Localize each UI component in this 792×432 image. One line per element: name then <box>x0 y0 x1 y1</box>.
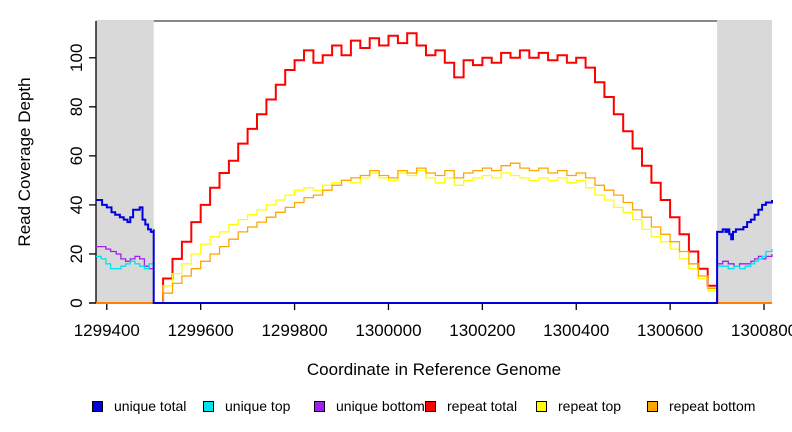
x-axis-title: Coordinate in Reference Genome <box>306 360 562 379</box>
legend-item-unique-total: unique total <box>92 398 203 414</box>
repeat-bottom-swatch <box>647 400 658 412</box>
x-tick-label: 1300000 <box>355 321 421 340</box>
legend-label: unique bottom <box>336 398 425 414</box>
series-line-repeat-total <box>96 32 772 304</box>
chart-canvas: 1299400 1299600 1299800 1300000 1300200 13004… <box>67 20 792 340</box>
x-tick-label: 1300400 <box>543 321 609 340</box>
legend-label: repeat top <box>558 398 622 414</box>
series-line-repeat-top <box>96 169 772 304</box>
repeat-total-swatch <box>425 400 436 412</box>
y-axis-title: Read Coverage Depth <box>15 77 34 247</box>
x-tick-label: 1299800 <box>261 321 327 340</box>
legend-item-repeat-total: repeat total <box>425 398 536 414</box>
repeat-top-swatch <box>536 400 547 412</box>
y-tick-label: 80 <box>67 97 86 116</box>
x-tick-label: 1300800 <box>731 321 792 340</box>
y-tick-label: 60 <box>67 146 86 165</box>
legend-label: repeat total <box>447 398 518 414</box>
x-tick-label: 1300600 <box>637 321 703 340</box>
legend-item-repeat-bottom: repeat bottom <box>647 398 758 414</box>
shaded-region-flank-right <box>717 20 772 303</box>
y-tick-label: 100 <box>67 44 86 72</box>
legend-label: unique top <box>225 398 291 414</box>
legend-label: unique total <box>114 398 187 414</box>
y-tick-label: 20 <box>67 244 86 263</box>
x-tick-label: 1300200 <box>449 321 515 340</box>
series-line-unique-total <box>96 199 773 304</box>
legend-item-unique-top: unique top <box>203 398 314 414</box>
unique-top-swatch <box>203 400 214 412</box>
unique-bottom-swatch <box>314 400 325 412</box>
x-tick-label: 1299600 <box>168 321 234 340</box>
x-tick-label: 1299400 <box>74 321 140 340</box>
legend-item-repeat-top: repeat top <box>536 398 647 414</box>
y-tick-label: 40 <box>67 195 86 214</box>
unique-total-swatch <box>92 400 103 412</box>
series-line-unique-bottom <box>96 245 773 304</box>
legend-label: repeat bottom <box>669 398 756 414</box>
y-tick-label: 0 <box>67 298 86 307</box>
series-line-unique-top <box>96 249 773 304</box>
shaded-region-flank-left <box>96 20 154 303</box>
legend: unique total unique top unique bottom re… <box>92 398 758 414</box>
legend-item-unique-bottom: unique bottom <box>314 398 425 414</box>
series-line-repeat-bottom <box>96 162 772 304</box>
